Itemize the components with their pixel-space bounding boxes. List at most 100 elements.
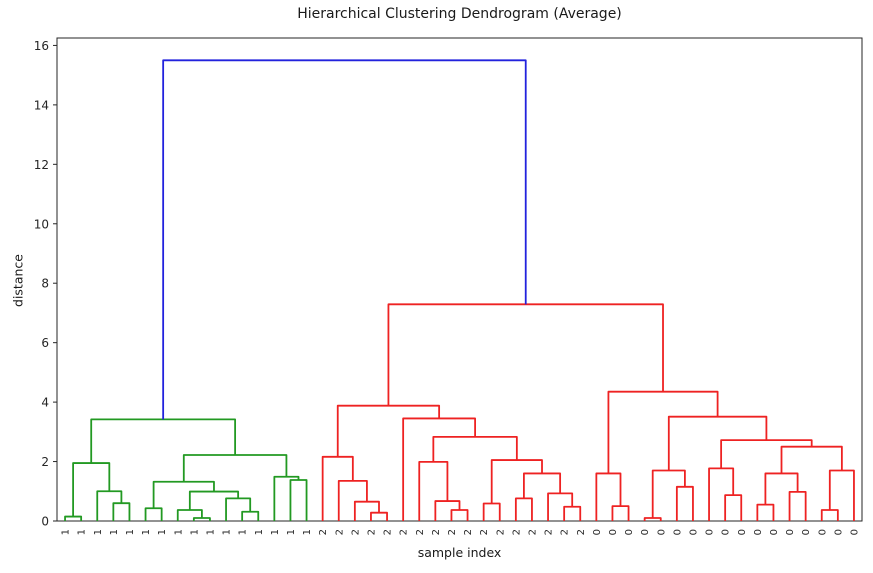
leaf-label: 1	[173, 529, 184, 535]
leaf-label: 2	[511, 529, 522, 535]
leaf-label: 1	[157, 529, 168, 535]
leaf-label: 0	[785, 529, 796, 535]
dendrogram-link	[523, 472, 562, 499]
leaf-label: 1	[77, 529, 88, 535]
dendrogram-link	[370, 511, 388, 521]
leaf-label: 2	[366, 529, 377, 535]
leaf-label: 1	[222, 529, 233, 535]
dendrogram-link	[96, 490, 123, 521]
leaf-label: 1	[254, 529, 265, 535]
dendrogram-link	[788, 490, 807, 521]
dendrogram-link	[720, 439, 813, 469]
dendrogram-link	[563, 505, 582, 521]
leaf-label: 1	[302, 529, 313, 535]
y-tick-label: 12	[34, 158, 49, 172]
leaf-label: 0	[817, 529, 828, 535]
leaf-label: 2	[447, 529, 458, 535]
leaf-label: 2	[399, 529, 410, 535]
y-tick-label: 2	[41, 455, 49, 469]
dendrogram-link	[72, 462, 111, 517]
y-tick-label: 8	[41, 277, 49, 291]
leaf-label: 2	[350, 529, 361, 535]
leaf-label: 1	[205, 529, 216, 535]
leaf-label: 2	[495, 529, 506, 535]
leaf-label: 2	[560, 529, 571, 535]
dendrogram-link	[64, 515, 83, 521]
x-axis-label: sample index	[417, 545, 502, 560]
leaf-label: 1	[109, 529, 120, 535]
leaf-label: 1	[270, 529, 281, 535]
dendrogram-link	[432, 435, 518, 462]
dendrogram-link	[434, 500, 461, 521]
leaf-label: 2	[318, 529, 329, 535]
dendrogram-link	[152, 480, 215, 509]
leaf-label: 2	[463, 529, 474, 535]
leaf-label: 0	[688, 529, 699, 535]
dendrogram-link	[321, 455, 354, 521]
dendrogram-link	[402, 417, 476, 521]
dendrogram-link	[225, 497, 252, 521]
leaf-label: 2	[576, 529, 587, 535]
leaf-label: 0	[769, 529, 780, 535]
dendrogram-link	[90, 418, 237, 464]
y-tick-label: 16	[34, 39, 49, 53]
dendrogram-link	[112, 502, 131, 521]
leaf-label: 0	[640, 529, 651, 535]
dendrogram-link	[337, 479, 368, 521]
leaf-label: 1	[141, 529, 152, 535]
dendrogram-link	[418, 460, 449, 521]
dendrogram-link	[651, 469, 686, 519]
leaf-label: 0	[608, 529, 619, 535]
leaf-label: 2	[544, 529, 555, 535]
dendrogram-link	[595, 472, 622, 521]
dendrogram-link	[450, 509, 469, 521]
dendrogram-link	[336, 404, 441, 457]
dendrogram-link	[611, 505, 630, 521]
leaf-label: 1	[125, 529, 136, 535]
y-tick-label: 0	[41, 515, 49, 529]
dendrogram-link	[667, 415, 768, 471]
dendrogram-link	[241, 510, 260, 521]
dendrogram-link	[828, 469, 855, 521]
dendrogram-link	[192, 517, 211, 521]
leaf-label: 0	[624, 529, 635, 535]
leaf-label: 1	[61, 529, 72, 535]
dendrogram-link	[724, 494, 743, 521]
leaf-label: 0	[737, 529, 748, 535]
dendrogram-link	[144, 507, 163, 521]
leaf-label: 1	[93, 529, 104, 535]
chart-title: Hierarchical Clustering Dendrogram (Aver…	[297, 6, 622, 22]
leaf-label: 2	[479, 529, 490, 535]
y-tick-label: 10	[34, 217, 49, 231]
leaf-label: 2	[431, 529, 442, 535]
dendrogram-link	[482, 502, 501, 521]
dendrogram-link	[514, 497, 533, 521]
dendrogram-link	[289, 479, 308, 521]
dendrogram-link	[780, 445, 843, 474]
leaf-label: 0	[705, 529, 716, 535]
leaf-label: 0	[672, 529, 683, 535]
axes-frame	[56, 37, 863, 522]
y-tick-label: 14	[34, 98, 49, 112]
leaf-label: 0	[833, 529, 844, 535]
y-tick-label: 4	[41, 396, 49, 410]
leaf-label: 0	[592, 529, 603, 535]
leaf-label: 1	[286, 529, 297, 535]
dendrogram-link	[182, 454, 288, 482]
dendrogram-link	[547, 492, 574, 521]
y-tick-label: 6	[41, 336, 49, 350]
leaf-label: 2	[334, 529, 345, 535]
leaf-label: 2	[415, 529, 426, 535]
dendrogram-link	[820, 509, 839, 521]
dendrogram-link	[176, 509, 203, 521]
dendrogram-link	[188, 490, 240, 511]
leaf-label: 0	[753, 529, 764, 535]
dendrogram-link	[756, 503, 775, 521]
leaf-label: 0	[801, 529, 812, 535]
leaf-label: 0	[721, 529, 732, 535]
leaf-label: 0	[849, 529, 860, 535]
dendrogram-link	[643, 517, 662, 521]
leaf-label: 1	[238, 529, 249, 535]
